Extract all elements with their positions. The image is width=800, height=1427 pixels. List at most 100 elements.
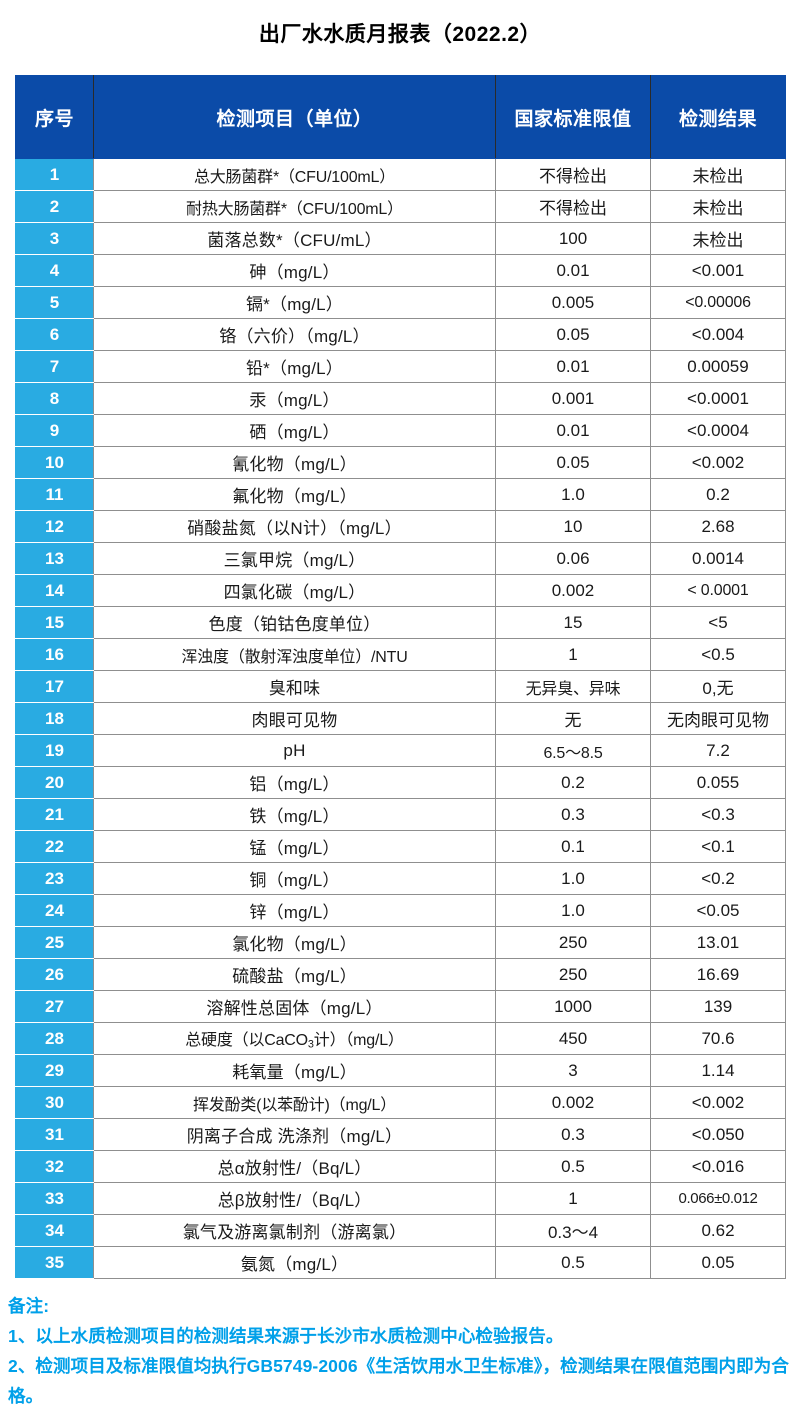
row-item-name: 溶解性总固体（mg/L） [93,990,496,1023]
row-item-name: 氰化物（mg/L） [93,446,496,479]
row-index: 7 [15,350,94,383]
row-test-result: 0.066±0.012 [650,1182,786,1215]
row-test-result: 无肉眼可见物 [650,702,786,735]
row-standard-limit: 0.005 [495,286,651,319]
table-row: 24 锌（mg/L） 1.0 <0.05 [15,894,786,927]
row-standard-limit: 0.002 [495,1086,651,1119]
row-index: 6 [15,318,94,351]
row-item-name: 三氯甲烷（mg/L） [93,542,496,575]
row-test-result: 0.0014 [650,542,786,575]
row-test-result: 0.2 [650,478,786,511]
row-standard-limit: 0.001 [495,382,651,415]
row-standard-limit: 0.1 [495,830,651,863]
row-item-name: 硝酸盐氮（以N计）（mg/L） [93,510,496,543]
row-standard-limit: 1.0 [495,894,651,927]
row-standard-limit: 0.2 [495,766,651,799]
row-index: 18 [15,702,94,735]
table-row: 25 氯化物（mg/L） 250 13.01 [15,926,786,959]
row-item-name: 铬（六价）（mg/L） [93,318,496,351]
table-body: 1 总大肠菌群*（CFU/100mL） 不得检出 未检出 2 耐热大肠菌群*（CFU/10… [15,158,786,1279]
table-row: 15 色度（铂钴色度单位） 15 <5 [15,606,786,639]
row-standard-limit: 0.06 [495,542,651,575]
row-item-name: 阴离子合成 洗涤剂（mg/L） [93,1118,496,1151]
row-index: 24 [15,894,94,927]
row-standard-limit: 无 [495,702,651,735]
row-item-name: 四氯化碳（mg/L） [93,574,496,607]
row-index: 22 [15,830,94,863]
row-test-result: 13.01 [650,926,786,959]
table-row: 14 四氯化碳（mg/L） 0.002 < 0.0001 [15,574,786,607]
row-test-result: <0.0001 [650,382,786,415]
row-item-name: 铝（mg/L） [93,766,496,799]
table-row: 3 菌落总数*（CFU/mL） 100 未检出 [15,222,786,255]
table-row: 10 氰化物（mg/L） 0.05 <0.002 [15,446,786,479]
table-row: 12 硝酸盐氮（以N计）（mg/L） 10 2.68 [15,510,786,543]
table-row: 7 铅*（mg/L） 0.01 0.00059 [15,350,786,383]
table-row: 28 总硬度（以CaCO3计）（mg/L） 450 70.6 [15,1022,786,1055]
row-item-name: 色度（铂钴色度单位） [93,606,496,639]
row-test-result: <0.5 [650,638,786,671]
column-header-result: 检测结果 [650,75,786,159]
row-test-result: <0.0004 [650,414,786,447]
row-index: 21 [15,798,94,831]
row-test-result: 0.00059 [650,350,786,383]
row-test-result: 未检出 [650,190,786,223]
table-row: 26 硫酸盐（mg/L） 250 16.69 [15,958,786,991]
row-index: 29 [15,1054,94,1087]
row-standard-limit: 1000 [495,990,651,1023]
row-standard-limit: 0.3 [495,798,651,831]
row-item-name: 砷（mg/L） [93,254,496,287]
row-index: 23 [15,862,94,895]
row-standard-limit: 6.5～8.5 [495,734,651,767]
row-test-result: <0.002 [650,446,786,479]
row-test-result: 1.14 [650,1054,786,1087]
table-row: 32 总α放射性/（Bq/L） 0.5 <0.016 [15,1150,786,1183]
row-index: 10 [15,446,94,479]
row-standard-limit: 1.0 [495,862,651,895]
row-index: 32 [15,1150,94,1183]
row-test-result: <0.2 [650,862,786,895]
row-standard-limit: 无异臭、异味 [495,670,651,703]
row-item-name: 耗氧量（mg/L） [93,1054,496,1087]
row-test-result: <0.00006 [650,286,786,319]
table-row: 30 挥发酚类(以苯酚计)（mg/L） 0.002 <0.002 [15,1086,786,1119]
row-test-result: < 0.0001 [650,574,786,607]
row-item-name: 铅*（mg/L） [93,350,496,383]
row-test-result: 0.055 [650,766,786,799]
table-row: 27 溶解性总固体（mg/L） 1000 139 [15,990,786,1023]
row-item-name: 菌落总数*（CFU/mL） [93,222,496,255]
row-index: 33 [15,1182,94,1215]
row-index: 2 [15,190,94,223]
table-row: 20 铝（mg/L） 0.2 0.055 [15,766,786,799]
column-header-standard: 国家标准限值 [495,75,651,159]
row-item-name: 锰（mg/L） [93,830,496,863]
table-row: 8 汞（mg/L） 0.001 <0.0001 [15,382,786,415]
row-index: 35 [15,1246,94,1279]
row-standard-limit: 1.0 [495,478,651,511]
row-item-name: 氨氮（mg/L） [93,1246,496,1279]
row-standard-limit: 0.01 [495,254,651,287]
row-item-name: 硫酸盐（mg/L） [93,958,496,991]
row-standard-limit: 0.05 [495,446,651,479]
row-index: 4 [15,254,94,287]
row-index: 3 [15,222,94,255]
row-standard-limit: 450 [495,1022,651,1055]
table-row: 29 耗氧量（mg/L） 3 1.14 [15,1054,786,1087]
note-item-1: 1、以上水质检测项目的检测结果来源于长沙市水质检测中心检验报告。 [8,1326,564,1346]
row-standard-limit: 不得检出 [495,158,651,191]
row-item-name: 锌（mg/L） [93,894,496,927]
row-standard-limit: 0.3 [495,1118,651,1151]
row-test-result: 2.68 [650,510,786,543]
row-standard-limit: 0.01 [495,414,651,447]
row-item-name: 总β放射性/（Bq/L） [93,1182,496,1215]
table-row: 22 锰（mg/L） 0.1 <0.1 [15,830,786,863]
row-index: 15 [15,606,94,639]
row-item-name: 氟化物（mg/L） [93,478,496,511]
row-index: 16 [15,638,94,671]
row-index: 26 [15,958,94,991]
table-row: 9 硒（mg/L） 0.01 <0.0004 [15,414,786,447]
footer-notes: 备注: 1、以上水质检测项目的检测结果来源于长沙市水质检测中心检验报告。 2、检… [8,1291,796,1411]
row-index: 34 [15,1214,94,1247]
table-row: 1 总大肠菌群*（CFU/100mL） 不得检出 未检出 [15,158,786,191]
row-index: 12 [15,510,94,543]
